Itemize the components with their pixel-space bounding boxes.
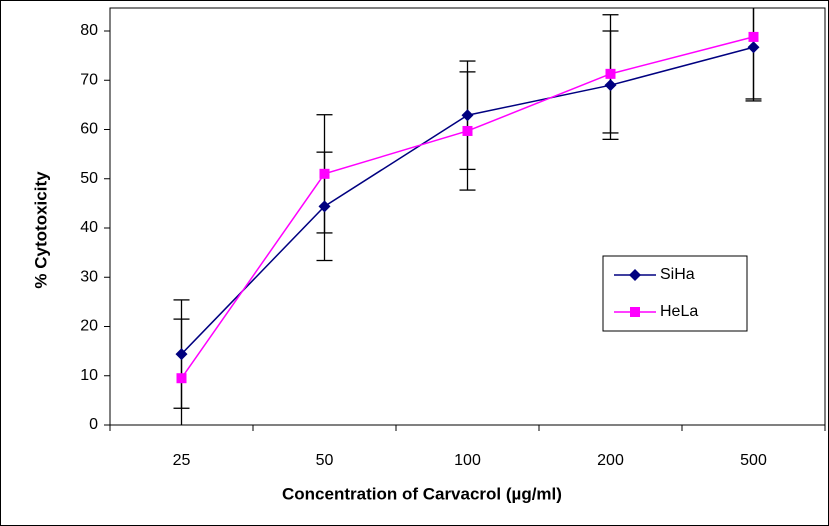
marker bbox=[629, 269, 641, 281]
legend-label: HeLa bbox=[660, 303, 698, 320]
x-tick-label: 50 bbox=[316, 452, 334, 469]
marker bbox=[176, 373, 187, 384]
y-tick-label: 0 bbox=[89, 416, 98, 433]
y-tick-label: 20 bbox=[80, 318, 98, 335]
x-axis-label: Concentration of Carvacrol (µg/ml) bbox=[282, 484, 562, 503]
marker bbox=[748, 31, 759, 42]
y-tick-label: 50 bbox=[80, 170, 98, 187]
x-tick-label: 500 bbox=[740, 452, 767, 469]
y-tick-label: 40 bbox=[80, 219, 98, 236]
y-tick-label: 30 bbox=[80, 268, 98, 285]
marker bbox=[319, 168, 330, 179]
legend-box bbox=[602, 255, 748, 332]
plot-frame bbox=[109, 7, 826, 426]
marker bbox=[318, 200, 331, 213]
marker bbox=[461, 109, 474, 122]
plot-area bbox=[173, 8, 762, 425]
x-tick-label: 200 bbox=[597, 452, 624, 469]
marker bbox=[604, 79, 617, 92]
y-tick-label: 10 bbox=[80, 367, 98, 384]
legend-label: SiHa bbox=[660, 266, 695, 283]
marker bbox=[630, 307, 640, 317]
marker bbox=[462, 125, 473, 136]
x-tick-label: 25 bbox=[173, 452, 191, 469]
y-tick-label: 80 bbox=[80, 22, 98, 39]
y-tick-label: 70 bbox=[80, 71, 98, 88]
y-axis-label: % Cytotoxicity bbox=[31, 171, 50, 289]
y-tick-label: 60 bbox=[80, 121, 98, 138]
marker bbox=[747, 41, 760, 54]
marker bbox=[175, 348, 188, 361]
x-tick-label: 100 bbox=[454, 452, 481, 469]
marker bbox=[605, 68, 616, 79]
